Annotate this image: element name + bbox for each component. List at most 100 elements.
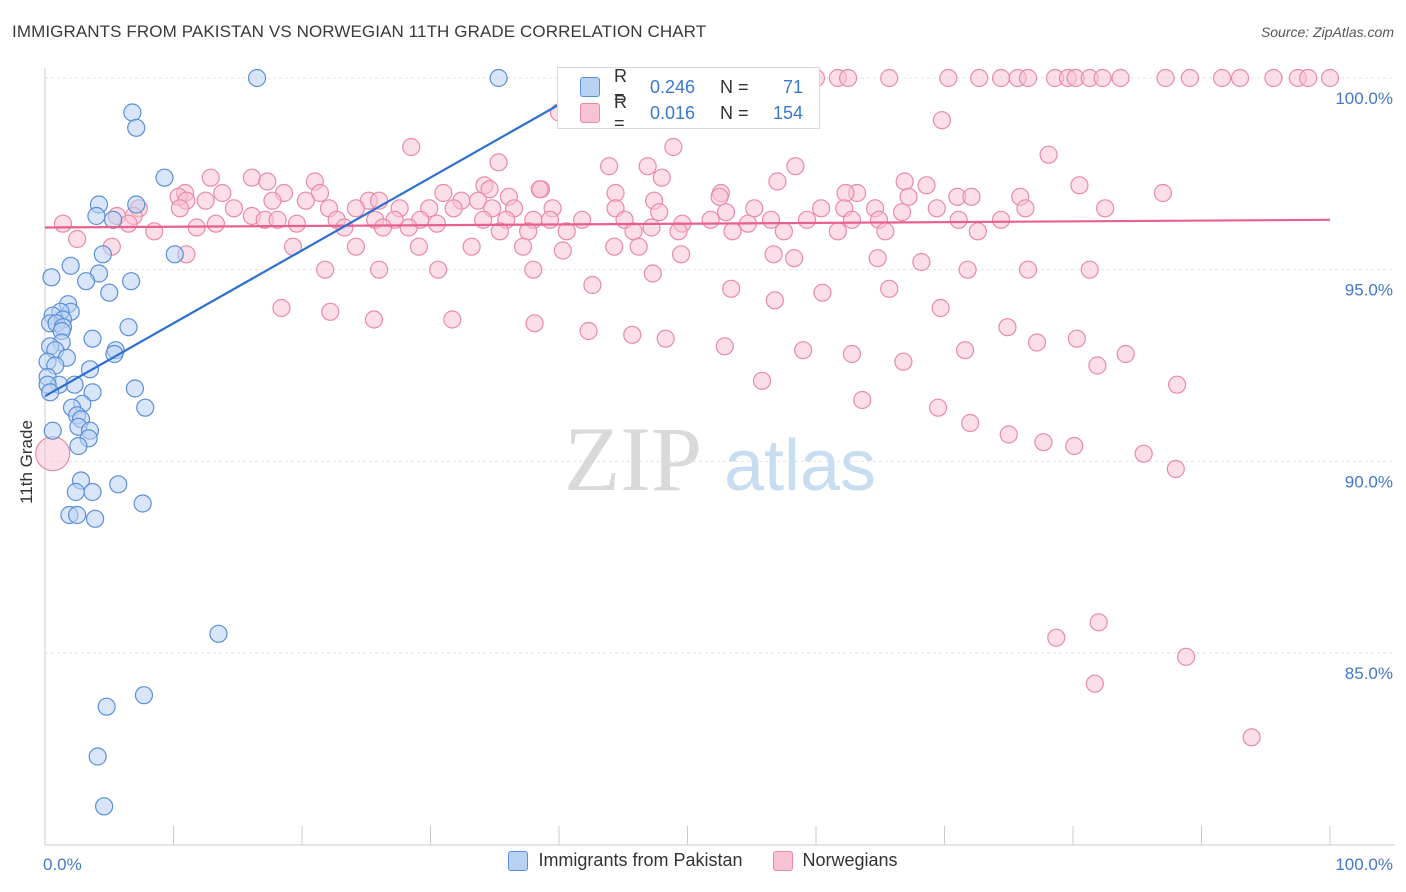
pakistan-point bbox=[77, 272, 96, 291]
norwegians-point bbox=[880, 279, 899, 298]
norwegians-point bbox=[573, 210, 592, 229]
x-tick-label: 100.0% bbox=[1335, 855, 1393, 874]
norwegians-point bbox=[1067, 329, 1086, 348]
legend-label: Immigrants from Pakistan bbox=[538, 850, 743, 870]
norwegians-point bbox=[605, 237, 624, 256]
norwegians-point bbox=[710, 187, 729, 206]
norwegians-point bbox=[1085, 674, 1104, 693]
legend-item-norwegians[interactable]: Norwegians bbox=[772, 850, 898, 871]
norwegians-point bbox=[119, 214, 138, 233]
norwegians-point bbox=[642, 218, 661, 237]
watermark-atlas: atlas bbox=[724, 426, 876, 506]
watermark-zip: ZIP bbox=[564, 408, 702, 510]
norwegians-point bbox=[1176, 647, 1196, 666]
norwegians-point bbox=[557, 222, 576, 241]
norwegians-point bbox=[669, 222, 688, 241]
norwegians-point bbox=[490, 222, 509, 241]
r-label: R = bbox=[614, 92, 627, 133]
norwegians-point bbox=[364, 310, 384, 329]
norwegians-point bbox=[1156, 68, 1175, 88]
norwegians-point bbox=[895, 172, 914, 191]
norwegians-point bbox=[145, 222, 164, 241]
norwegians-point bbox=[638, 157, 657, 176]
norwegians-point bbox=[652, 168, 671, 187]
norwegians-point bbox=[370, 260, 389, 279]
norwegians-point bbox=[931, 298, 950, 318]
pakistan-point bbox=[69, 436, 88, 456]
pakistan-point bbox=[66, 482, 85, 502]
norwegians-point bbox=[1111, 68, 1130, 88]
norwegians-point bbox=[797, 210, 817, 229]
r-value: 0.016 bbox=[650, 102, 696, 123]
norwegians-point bbox=[462, 237, 481, 256]
norwegians-trend-line bbox=[44, 218, 1331, 229]
norwegians-point bbox=[258, 172, 277, 191]
norwegians-point bbox=[839, 68, 858, 88]
norwegians-point bbox=[880, 68, 899, 88]
pakistan-point bbox=[489, 68, 508, 88]
norwegians-point bbox=[842, 344, 862, 364]
norwegians-point bbox=[899, 187, 918, 206]
norwegians-point bbox=[1167, 375, 1187, 394]
norwegians-point bbox=[1065, 436, 1084, 456]
pakistan-point bbox=[43, 421, 62, 440]
pakistan-point bbox=[109, 475, 128, 494]
norwegians-point bbox=[530, 180, 549, 199]
pakistan-point bbox=[123, 103, 142, 122]
pakistan-point bbox=[68, 505, 87, 525]
norwegians-point bbox=[1027, 333, 1047, 352]
pakistan-point bbox=[121, 272, 141, 291]
pakistan-point bbox=[247, 68, 267, 88]
norwegians-point bbox=[1264, 68, 1283, 88]
n-value: 71 bbox=[782, 76, 803, 97]
norwegians-point bbox=[812, 199, 831, 218]
norwegians-point bbox=[579, 321, 598, 341]
pakistan-point bbox=[83, 329, 102, 348]
norwegians-point bbox=[1166, 459, 1185, 479]
y-tick-label: 100.0% bbox=[1335, 89, 1393, 108]
norwegians-point bbox=[170, 199, 190, 218]
norwegians-point bbox=[716, 203, 736, 222]
norwegians-point bbox=[962, 187, 981, 206]
norwegians-point bbox=[201, 168, 220, 187]
norwegians-point bbox=[213, 183, 232, 203]
norwegians-point bbox=[583, 275, 602, 295]
norwegians-point bbox=[813, 283, 832, 302]
norwegians-point bbox=[624, 222, 643, 241]
norwegians-point bbox=[272, 298, 291, 318]
pakistan-point bbox=[97, 697, 116, 716]
chart-source: Source: ZipAtlas.com bbox=[1260, 24, 1394, 40]
norwegians-point bbox=[643, 264, 662, 283]
pakistan-point bbox=[100, 283, 119, 302]
legend-item-pakistan[interactable]: Immigrants from Pakistan bbox=[508, 850, 743, 871]
norwegians-point bbox=[321, 302, 340, 321]
norwegians-point bbox=[1134, 444, 1153, 463]
norwegians-point bbox=[722, 279, 741, 298]
norwegians-point bbox=[917, 176, 936, 195]
norwegians-legend-swatch bbox=[772, 850, 793, 871]
norwegians-point bbox=[53, 214, 73, 233]
pakistan-point bbox=[95, 797, 114, 816]
norwegians-point bbox=[768, 172, 787, 191]
n-label: N = bbox=[720, 102, 749, 123]
pakistan-point bbox=[83, 482, 102, 502]
norwegians-point bbox=[723, 222, 742, 241]
norwegians-points bbox=[35, 68, 1340, 747]
norwegians-point bbox=[961, 413, 980, 433]
pakistan-points bbox=[38, 68, 508, 816]
norwegians-point bbox=[402, 137, 421, 157]
norwegians-point bbox=[444, 199, 463, 218]
pakistan-point bbox=[165, 245, 184, 264]
norwegians-point bbox=[1018, 260, 1038, 279]
norwegians-point bbox=[1153, 183, 1173, 203]
norwegians-point bbox=[853, 390, 872, 410]
norwegians-point bbox=[1096, 199, 1115, 218]
norwegians-point bbox=[998, 318, 1017, 337]
norwegians-point bbox=[1080, 260, 1099, 279]
norwegians-point bbox=[489, 153, 508, 172]
norwegians-point bbox=[774, 222, 793, 241]
norwegians-point bbox=[35, 436, 71, 472]
norwegians-point bbox=[968, 222, 988, 241]
pakistan-point bbox=[209, 624, 228, 643]
norwegians-point bbox=[1089, 613, 1108, 632]
